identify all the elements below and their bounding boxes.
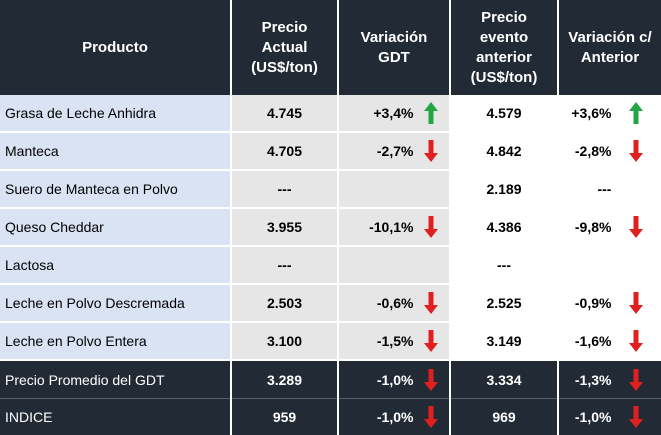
previous-price: 4.579	[450, 95, 558, 132]
variation-gdt-cell: +3,4%	[338, 95, 450, 132]
variation-gdt: -0,6%	[339, 295, 413, 311]
product-name: Queso Cheddar	[0, 208, 231, 246]
product-name: Manteca	[0, 132, 231, 170]
previous-price: ---	[450, 246, 558, 284]
previous-price: 3.334	[450, 360, 558, 399]
variation-previous-cell: -1,6%	[558, 322, 661, 360]
header-row: Producto Precio Actual (US$/ton) Variaci…	[0, 0, 661, 95]
variation-gdt-cell	[338, 170, 450, 208]
previous-price: 969	[450, 399, 558, 435]
current-price: 3.289	[231, 360, 338, 399]
arrow-up-icon	[424, 102, 438, 124]
arrow-down-icon	[629, 330, 643, 352]
variation-gdt: +3,4%	[339, 105, 413, 121]
current-price: ---	[231, 170, 338, 208]
product-name: Leche en Polvo Entera	[0, 322, 231, 360]
current-price: ---	[231, 246, 338, 284]
variation-gdt-cell: -0,6%	[338, 284, 450, 322]
arrow-down-icon	[629, 216, 643, 238]
variation-gdt-cell: -1,0%	[338, 360, 450, 399]
variation-previous-cell: -2,8%	[558, 132, 661, 170]
variation-previous: -2,8%	[559, 143, 611, 159]
variation-previous-cell: -0,9%	[558, 284, 661, 322]
header-variation-gdt: Variación GDT	[338, 0, 450, 95]
variation-gdt-cell: -10,1%	[338, 208, 450, 246]
current-price: 4.745	[231, 95, 338, 132]
current-price: 3.955	[231, 208, 338, 246]
previous-price: 4.386	[450, 208, 558, 246]
arrow-down-icon	[424, 406, 438, 428]
variation-previous-cell: -9,8%	[558, 208, 661, 246]
header-price-current: Precio Actual (US$/ton)	[231, 0, 338, 95]
arrow-up-icon	[629, 102, 643, 124]
variation-previous-cell: +3,6%	[558, 95, 661, 132]
variation-previous-cell: -1,3%	[558, 360, 661, 399]
variation-gdt: -1,5%	[339, 333, 413, 349]
arrow-down-icon	[424, 292, 438, 314]
header-product: Producto	[0, 0, 231, 95]
arrow-down-icon	[629, 406, 643, 428]
current-price: 2.503	[231, 284, 338, 322]
current-price: 3.100	[231, 322, 338, 360]
header-variation-previous: Variación c/ Anterior	[558, 0, 661, 95]
product-name: Lactosa	[0, 246, 231, 284]
arrow-down-icon	[424, 369, 438, 391]
variation-previous-cell: -1,0%	[558, 399, 661, 435]
variation-gdt-cell	[338, 246, 450, 284]
variation-gdt: -10,1%	[339, 219, 413, 235]
arrow-down-icon	[629, 292, 643, 314]
table-row: Suero de Manteca en Polvo---2.189---	[0, 170, 661, 208]
table-row: Lactosa------	[0, 246, 661, 284]
variation-gdt-cell: -2,7%	[338, 132, 450, 170]
variation-previous: -0,9%	[559, 295, 611, 311]
variation-previous-cell: ---	[558, 170, 661, 208]
header-price-previous: Precio evento anterior (US$/ton)	[450, 0, 558, 95]
variation-gdt: -2,7%	[339, 143, 413, 159]
product-name: Grasa de Leche Anhidra	[0, 95, 231, 132]
current-price: 4.705	[231, 132, 338, 170]
arrow-down-icon	[424, 140, 438, 162]
product-name: Precio Promedio del GDT	[0, 360, 231, 399]
variation-previous: -9,8%	[559, 219, 611, 235]
variation-previous: -1,3%	[559, 372, 611, 388]
variation-previous: ---	[559, 181, 611, 197]
previous-price: 2.525	[450, 284, 558, 322]
previous-price: 2.189	[450, 170, 558, 208]
product-name: INDICE	[0, 399, 231, 435]
product-name: Suero de Manteca en Polvo	[0, 170, 231, 208]
arrow-down-icon	[629, 369, 643, 391]
current-price: 959	[231, 399, 338, 435]
previous-price: 4.842	[450, 132, 558, 170]
variation-gdt: -1,0%	[339, 409, 413, 425]
variation-previous: -1,0%	[559, 409, 611, 425]
arrow-down-icon	[629, 140, 643, 162]
previous-price: 3.149	[450, 322, 558, 360]
variation-gdt-cell: -1,0%	[338, 399, 450, 435]
variation-gdt-cell: -1,5%	[338, 322, 450, 360]
arrow-down-icon	[424, 330, 438, 352]
arrow-down-icon	[424, 216, 438, 238]
variation-previous: -1,6%	[559, 333, 611, 349]
variation-gdt: -1,0%	[339, 372, 413, 388]
variation-previous-cell	[558, 246, 661, 284]
product-name: Leche en Polvo Descremada	[0, 284, 231, 322]
variation-previous: +3,6%	[559, 105, 611, 121]
